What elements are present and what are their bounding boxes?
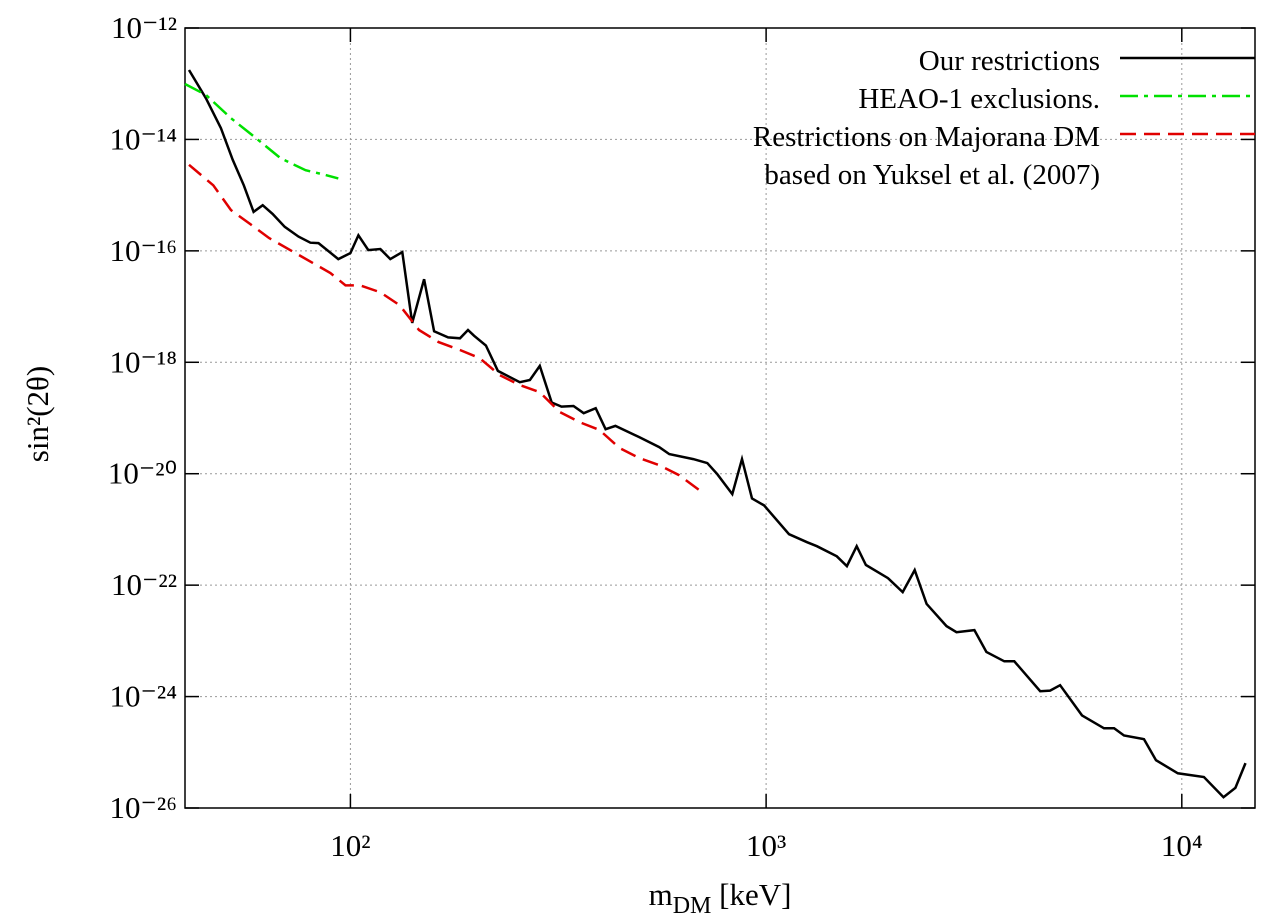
- y-tick-label: 10⁻²²: [111, 567, 177, 602]
- x-tick-label: 10²: [330, 828, 370, 863]
- legend-label: Restrictions on Majorana DM based on Yuk…: [752, 121, 1100, 191]
- plot-frame: [184, 27, 1256, 809]
- x-axis-label: mDM [keV]: [649, 877, 792, 919]
- x-tick-label: 10³: [746, 828, 786, 863]
- x-label-unit: [keV]: [711, 877, 791, 912]
- x-label-main: m: [649, 877, 673, 912]
- y-tick-label: 10⁻²⁴: [110, 679, 177, 714]
- y-tick-label: 10⁻¹²: [111, 10, 177, 45]
- y-tick-label: 10⁻²⁰: [108, 456, 177, 491]
- series-line: [188, 163, 700, 492]
- y-tick-label: 10⁻¹⁸: [110, 344, 177, 379]
- legend-label: HEAO-1 exclusions.: [858, 83, 1100, 115]
- y-axis-label: sin²(2θ): [20, 366, 55, 462]
- x-tick-label: 10⁴: [1161, 828, 1203, 863]
- series-line: [187, 69, 1247, 799]
- y-tick-label: 10⁻²⁶: [110, 790, 177, 825]
- y-tick-label: 10⁻¹⁴: [110, 121, 177, 156]
- legend: Our restrictions HEAO-1 exclusions. Restri…: [753, 42, 1100, 194]
- y-tick-label: 10⁻¹⁶: [110, 233, 177, 268]
- series-line: [184, 82, 339, 180]
- x-label-sub: DM: [673, 893, 712, 919]
- legend-label: Our restrictions: [918, 45, 1100, 77]
